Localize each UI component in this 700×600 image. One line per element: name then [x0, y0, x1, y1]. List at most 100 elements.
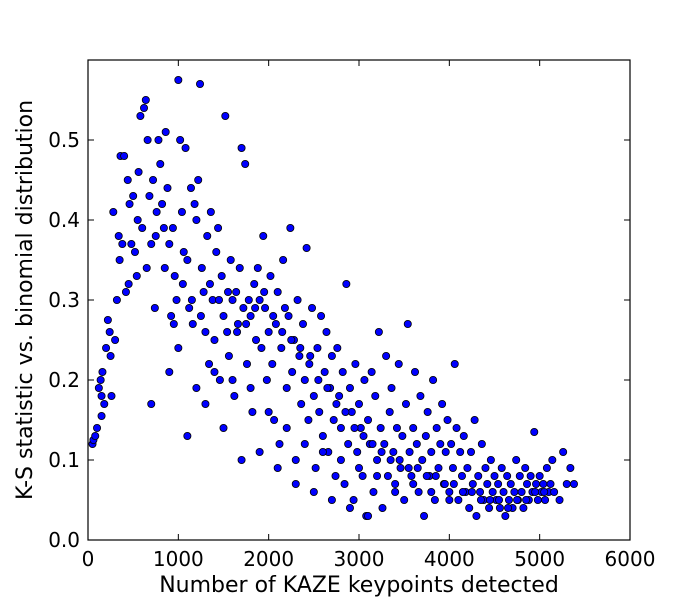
data-point [336, 455, 345, 464]
data-point [192, 383, 201, 392]
data-point [380, 439, 389, 448]
data-point [519, 503, 528, 512]
data-point [143, 135, 152, 144]
data-point [177, 207, 186, 216]
x-tick-label: 1000 [153, 547, 204, 571]
data-points [88, 76, 578, 521]
data-point [284, 311, 293, 320]
data-point [286, 223, 295, 232]
data-point [244, 295, 253, 304]
data-point [499, 487, 508, 496]
data-point [159, 223, 168, 232]
data-point [485, 495, 494, 504]
y-tick-label: 0.5 [48, 128, 80, 152]
data-point [115, 255, 124, 264]
data-point [100, 399, 109, 408]
data-point [255, 447, 264, 456]
data-point [483, 479, 492, 488]
y-tick-label: 0.2 [48, 368, 80, 392]
data-point [562, 479, 571, 488]
data-point [404, 463, 413, 472]
data-point [261, 303, 270, 312]
data-point [341, 407, 350, 416]
data-point [360, 375, 369, 384]
data-point [205, 279, 214, 288]
data-point [96, 375, 105, 384]
data-point [142, 263, 151, 272]
data-point [374, 327, 383, 336]
data-point [141, 96, 150, 105]
data-point [172, 295, 181, 304]
data-point [97, 411, 106, 420]
data-point [140, 104, 149, 113]
data-point [443, 415, 452, 424]
data-point [342, 279, 351, 288]
data-point [315, 407, 324, 416]
data-point [490, 471, 499, 480]
data-point [105, 327, 114, 336]
data-point [359, 431, 368, 440]
data-point [212, 247, 221, 256]
data-point [176, 135, 185, 144]
data-point [430, 495, 439, 504]
data-point [118, 239, 127, 248]
data-point [431, 471, 440, 480]
data-point [168, 223, 177, 232]
data-point [196, 311, 205, 320]
data-point [513, 495, 522, 504]
data-point [394, 359, 403, 368]
data-point [349, 495, 358, 504]
data-point [467, 447, 476, 456]
data-point [409, 423, 418, 432]
data-point [151, 231, 160, 240]
data-point [351, 359, 360, 368]
data-point [535, 471, 544, 480]
data-point [470, 415, 479, 424]
data-point [219, 311, 228, 320]
data-point [517, 487, 526, 496]
x-tick-label: 0 [82, 547, 95, 571]
data-point [130, 247, 139, 256]
data-point [413, 463, 422, 472]
data-point [183, 255, 192, 264]
data-point [169, 319, 178, 328]
data-point [354, 463, 363, 472]
data-point [282, 423, 291, 432]
data-point [364, 512, 373, 521]
data-point [224, 351, 233, 360]
data-point [147, 239, 156, 248]
data-point [533, 495, 542, 504]
data-point [253, 263, 262, 272]
data-point [270, 415, 279, 424]
data-point [255, 295, 264, 304]
data-point [300, 375, 309, 384]
data-point [266, 271, 275, 280]
data-point [336, 423, 345, 432]
data-point [185, 303, 194, 312]
data-point [239, 303, 248, 312]
data-point [427, 447, 436, 456]
data-point [246, 383, 255, 392]
data-point [504, 503, 513, 512]
data-point [242, 359, 251, 368]
data-point [432, 423, 441, 432]
data-point [123, 175, 132, 184]
data-point [512, 455, 521, 464]
data-point [436, 439, 445, 448]
data-point [449, 479, 458, 488]
data-point [268, 359, 277, 368]
data-point [452, 423, 461, 432]
data-point [288, 367, 297, 376]
y-tick-label: 0.4 [48, 208, 80, 232]
data-point [111, 335, 120, 344]
data-point [523, 479, 532, 488]
x-tick-label: 3000 [334, 547, 385, 571]
data-point [322, 327, 331, 336]
data-point [145, 191, 154, 200]
data-point [278, 327, 287, 336]
data-point [504, 495, 513, 504]
data-point [358, 471, 367, 480]
data-point [114, 231, 123, 240]
data-point [121, 287, 130, 296]
data-point [232, 287, 241, 296]
